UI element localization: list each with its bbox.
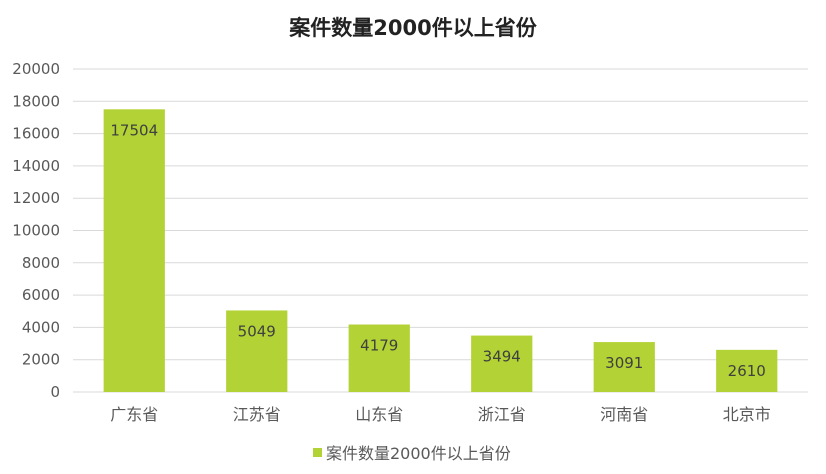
y-tick-label: 18000 xyxy=(12,92,60,110)
data-label: 5049 xyxy=(238,322,276,340)
bar xyxy=(348,324,410,392)
y-tick-label: 0 xyxy=(50,383,60,401)
gridlines xyxy=(73,68,808,393)
x-category-label: 河南省 xyxy=(600,405,648,424)
bar xyxy=(226,310,288,392)
bars xyxy=(103,109,778,393)
x-category-label: 江苏省 xyxy=(233,405,281,424)
x-category-label: 浙江省 xyxy=(478,405,526,424)
data-label: 3494 xyxy=(483,348,521,366)
data-label: 4179 xyxy=(360,337,398,355)
x-category-label: 北京市 xyxy=(723,405,771,424)
y-tick-label: 16000 xyxy=(12,125,60,143)
y-tick-label: 8000 xyxy=(22,254,60,272)
x-category-label: 山东省 xyxy=(355,405,403,424)
data-label: 3091 xyxy=(605,354,643,372)
legend-swatch xyxy=(313,448,322,457)
bar xyxy=(471,335,533,392)
y-tick-label: 6000 xyxy=(22,286,60,304)
bar xyxy=(716,349,778,392)
y-tick-label: 4000 xyxy=(22,318,60,336)
bar xyxy=(593,342,655,392)
y-tick-label: 14000 xyxy=(12,157,60,175)
x-category-label: 广东省 xyxy=(110,405,158,424)
y-tick-label: 20000 xyxy=(12,60,60,78)
bar xyxy=(103,109,165,393)
data-label: 17504 xyxy=(110,121,158,139)
y-tick-label: 2000 xyxy=(22,351,60,369)
y-axis-ticks: 0 2000 4000 6000 8000 10000 12000 14000 16000 180… xyxy=(12,60,60,401)
legend-label: 案件数量2000件以上省份 xyxy=(326,444,511,463)
x-axis-categories: 广东省 江苏省 山东省 浙江省 河南省 北京市 xyxy=(110,405,771,424)
data-labels: 17504 5049 4179 3494 3091 2610 xyxy=(110,121,765,380)
data-label: 2610 xyxy=(728,362,766,380)
y-tick-label: 12000 xyxy=(12,189,60,207)
chart-title: 案件数量2000件以上省份 xyxy=(288,16,537,40)
y-tick-label: 10000 xyxy=(12,222,60,240)
legend: 案件数量2000件以上省份 xyxy=(313,444,511,463)
